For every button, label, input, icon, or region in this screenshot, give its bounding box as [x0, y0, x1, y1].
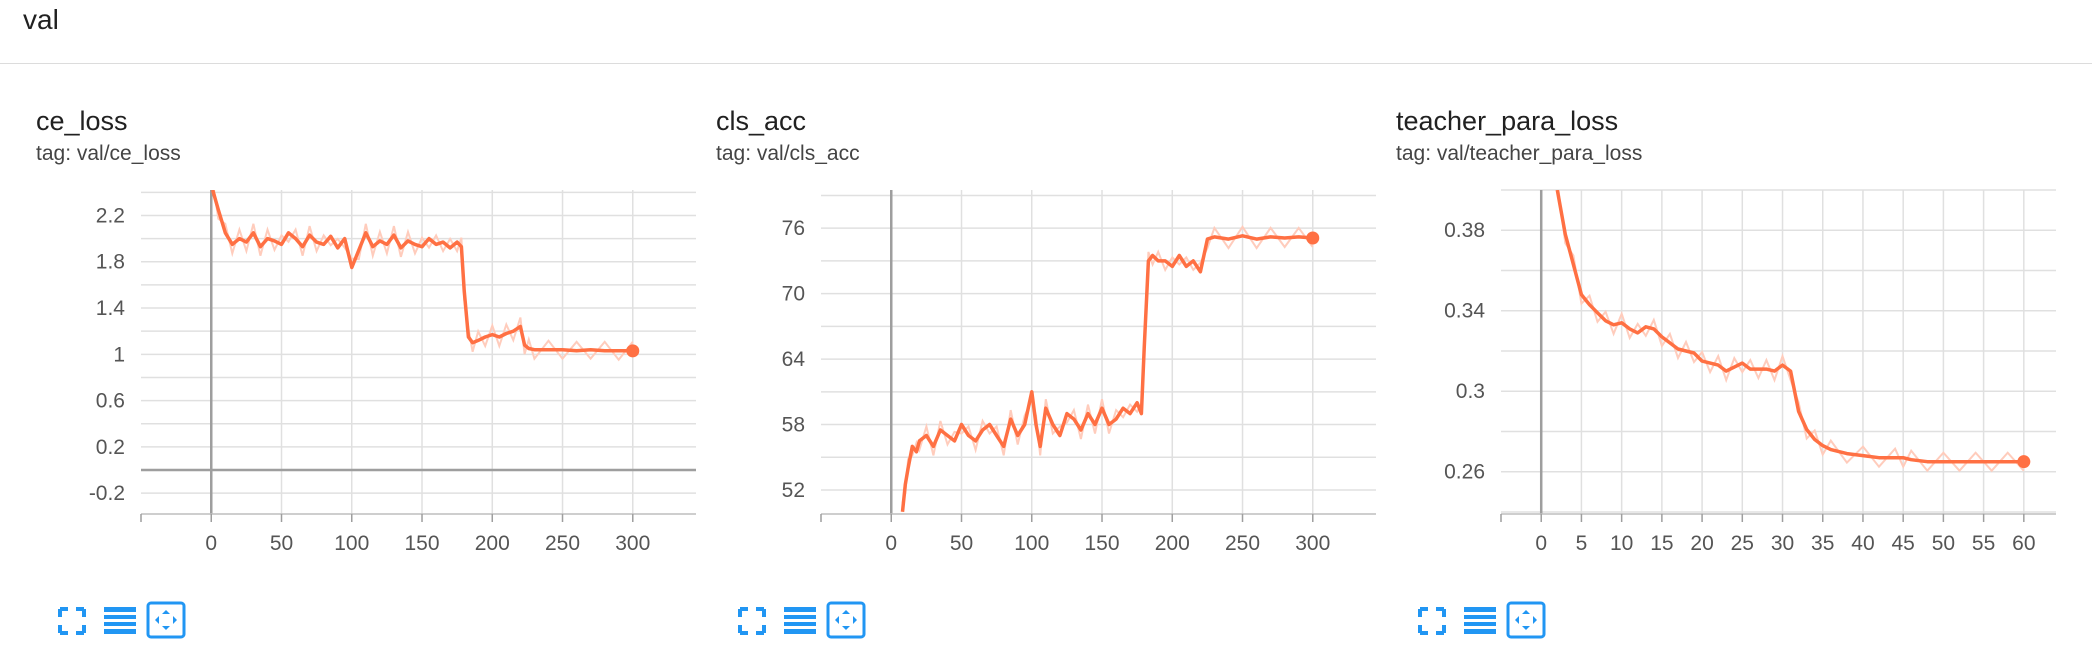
- x-tick-label: 150: [404, 532, 439, 555]
- y-tick-label: 52: [782, 479, 805, 502]
- x-tick-label: 35: [1811, 532, 1834, 555]
- x-tick-label: 300: [1295, 532, 1330, 555]
- fit-domain-button[interactable]: [144, 600, 188, 640]
- x-tick-label: 300: [615, 532, 650, 555]
- chart-tag: tag: val/ce_loss: [36, 142, 181, 165]
- chart-teacher-para-loss: 0 5 10 15 20 25 30 35 40 45 50 55 60 0.26 0.3 0.34 0.38: [1444, 189, 2056, 555]
- grid: [821, 190, 1376, 514]
- x-tick-label: 50: [950, 532, 973, 555]
- chart-tag: tag: val/teacher_para_loss: [1396, 142, 1643, 165]
- chart-card-ce-loss: ce_loss tag: val/ce_loss 0 50 100 150 200 250…: [36, 104, 696, 654]
- fit-domain-button[interactable]: [824, 600, 868, 640]
- series-raw-line: [901, 224, 1314, 504]
- y-tick-label: 2.2: [96, 204, 125, 227]
- y-tick-label: 0.34: [1444, 300, 1485, 323]
- fullscreen-button[interactable]: [1410, 600, 1454, 640]
- x-tick-label: 5: [1576, 532, 1588, 555]
- data-table-button[interactable]: [778, 600, 822, 640]
- x-tick-label: 250: [545, 532, 580, 555]
- y-tick-label: 76: [782, 217, 805, 240]
- data-table-icon: [104, 607, 136, 634]
- section-title: val: [23, 4, 59, 35]
- x-tick-label: 100: [1014, 532, 1049, 555]
- fit-domain-button[interactable]: [1504, 600, 1548, 640]
- x-tick-label: 0: [885, 532, 897, 555]
- fullscreen-button[interactable]: [50, 600, 94, 640]
- x-tick-label: 0: [1535, 532, 1547, 555]
- y-tick-label: -0.2: [89, 482, 125, 505]
- data-table-button[interactable]: [1458, 600, 1502, 640]
- series-line: [900, 234, 1313, 512]
- y-tick-label: 1.4: [96, 297, 126, 320]
- x-tick-label: 20: [1690, 532, 1713, 555]
- chart-title: teacher_para_loss: [1396, 106, 1619, 136]
- chart-ce-loss: 0 50 100 150 200 250 300 -0.2 0.2 0.6 1 1.4 1.8 2.2: [89, 190, 696, 555]
- y-tick-label: 58: [782, 414, 805, 437]
- y-tick-label: 0.6: [96, 390, 125, 413]
- fit-domain-icon: [146, 601, 186, 639]
- series-last-point: [1306, 231, 1320, 245]
- x-tick-label: 100: [334, 532, 369, 555]
- x-tick-label: 25: [1731, 532, 1754, 555]
- fullscreen-button[interactable]: [730, 600, 774, 640]
- fullscreen-icon: [738, 607, 766, 635]
- x-tick-label: 150: [1084, 532, 1119, 555]
- x-tick-label: 50: [270, 532, 293, 555]
- series-last-point: [626, 344, 640, 358]
- grid: [1501, 189, 2056, 514]
- x-tick-label: 55: [1972, 532, 1995, 555]
- x-tick-label: 45: [1891, 532, 1914, 555]
- series-line: [1555, 190, 2024, 464]
- y-tick-label: 0.2: [96, 436, 125, 459]
- y-tick-label: 1: [113, 343, 125, 366]
- x-tick-label: 40: [1851, 532, 1874, 555]
- x-tick-label: 10: [1610, 532, 1633, 555]
- fit-domain-icon: [1506, 601, 1546, 639]
- fullscreen-icon: [58, 607, 86, 635]
- chart-title: ce_loss: [36, 106, 128, 136]
- chart-tag: tag: val/cls_acc: [716, 142, 860, 165]
- x-tick-label: 15: [1650, 532, 1673, 555]
- chart-card-teacher-para-loss: teacher_para_loss tag: val/teacher_para_…: [1396, 104, 2056, 654]
- chart-cls-acc: 0 50 100 150 200 250 300 52 58 64 70 76: [782, 190, 1376, 555]
- y-tick-label: 0.38: [1444, 219, 1485, 242]
- y-tick-label: 0.3: [1456, 380, 1485, 403]
- y-tick-label: 64: [782, 348, 806, 371]
- data-table-button[interactable]: [98, 600, 142, 640]
- x-tick-label: 200: [475, 532, 510, 555]
- fit-domain-icon: [826, 601, 866, 639]
- x-tick-label: 30: [1771, 532, 1794, 555]
- x-tick-label: 0: [205, 532, 217, 555]
- x-tick-label: 60: [2012, 532, 2035, 555]
- y-tick-label: 0.26: [1444, 461, 1485, 484]
- x-tick-label: 200: [1155, 532, 1190, 555]
- fullscreen-icon: [1418, 607, 1446, 635]
- series-line: [211, 190, 633, 353]
- data-table-icon: [784, 607, 816, 634]
- y-tick-label: 70: [782, 283, 805, 306]
- chart-card-cls-acc: cls_acc tag: val/cls_acc 0 50 100 150 200 250…: [716, 104, 1376, 654]
- x-tick-label: 50: [1932, 532, 1955, 555]
- x-tick-label: 250: [1225, 532, 1260, 555]
- chart-title: cls_acc: [716, 106, 807, 136]
- data-table-icon: [1464, 607, 1496, 634]
- section-header: val: [0, 0, 2092, 64]
- series-last-point: [2017, 455, 2031, 469]
- y-tick-label: 1.8: [96, 251, 125, 274]
